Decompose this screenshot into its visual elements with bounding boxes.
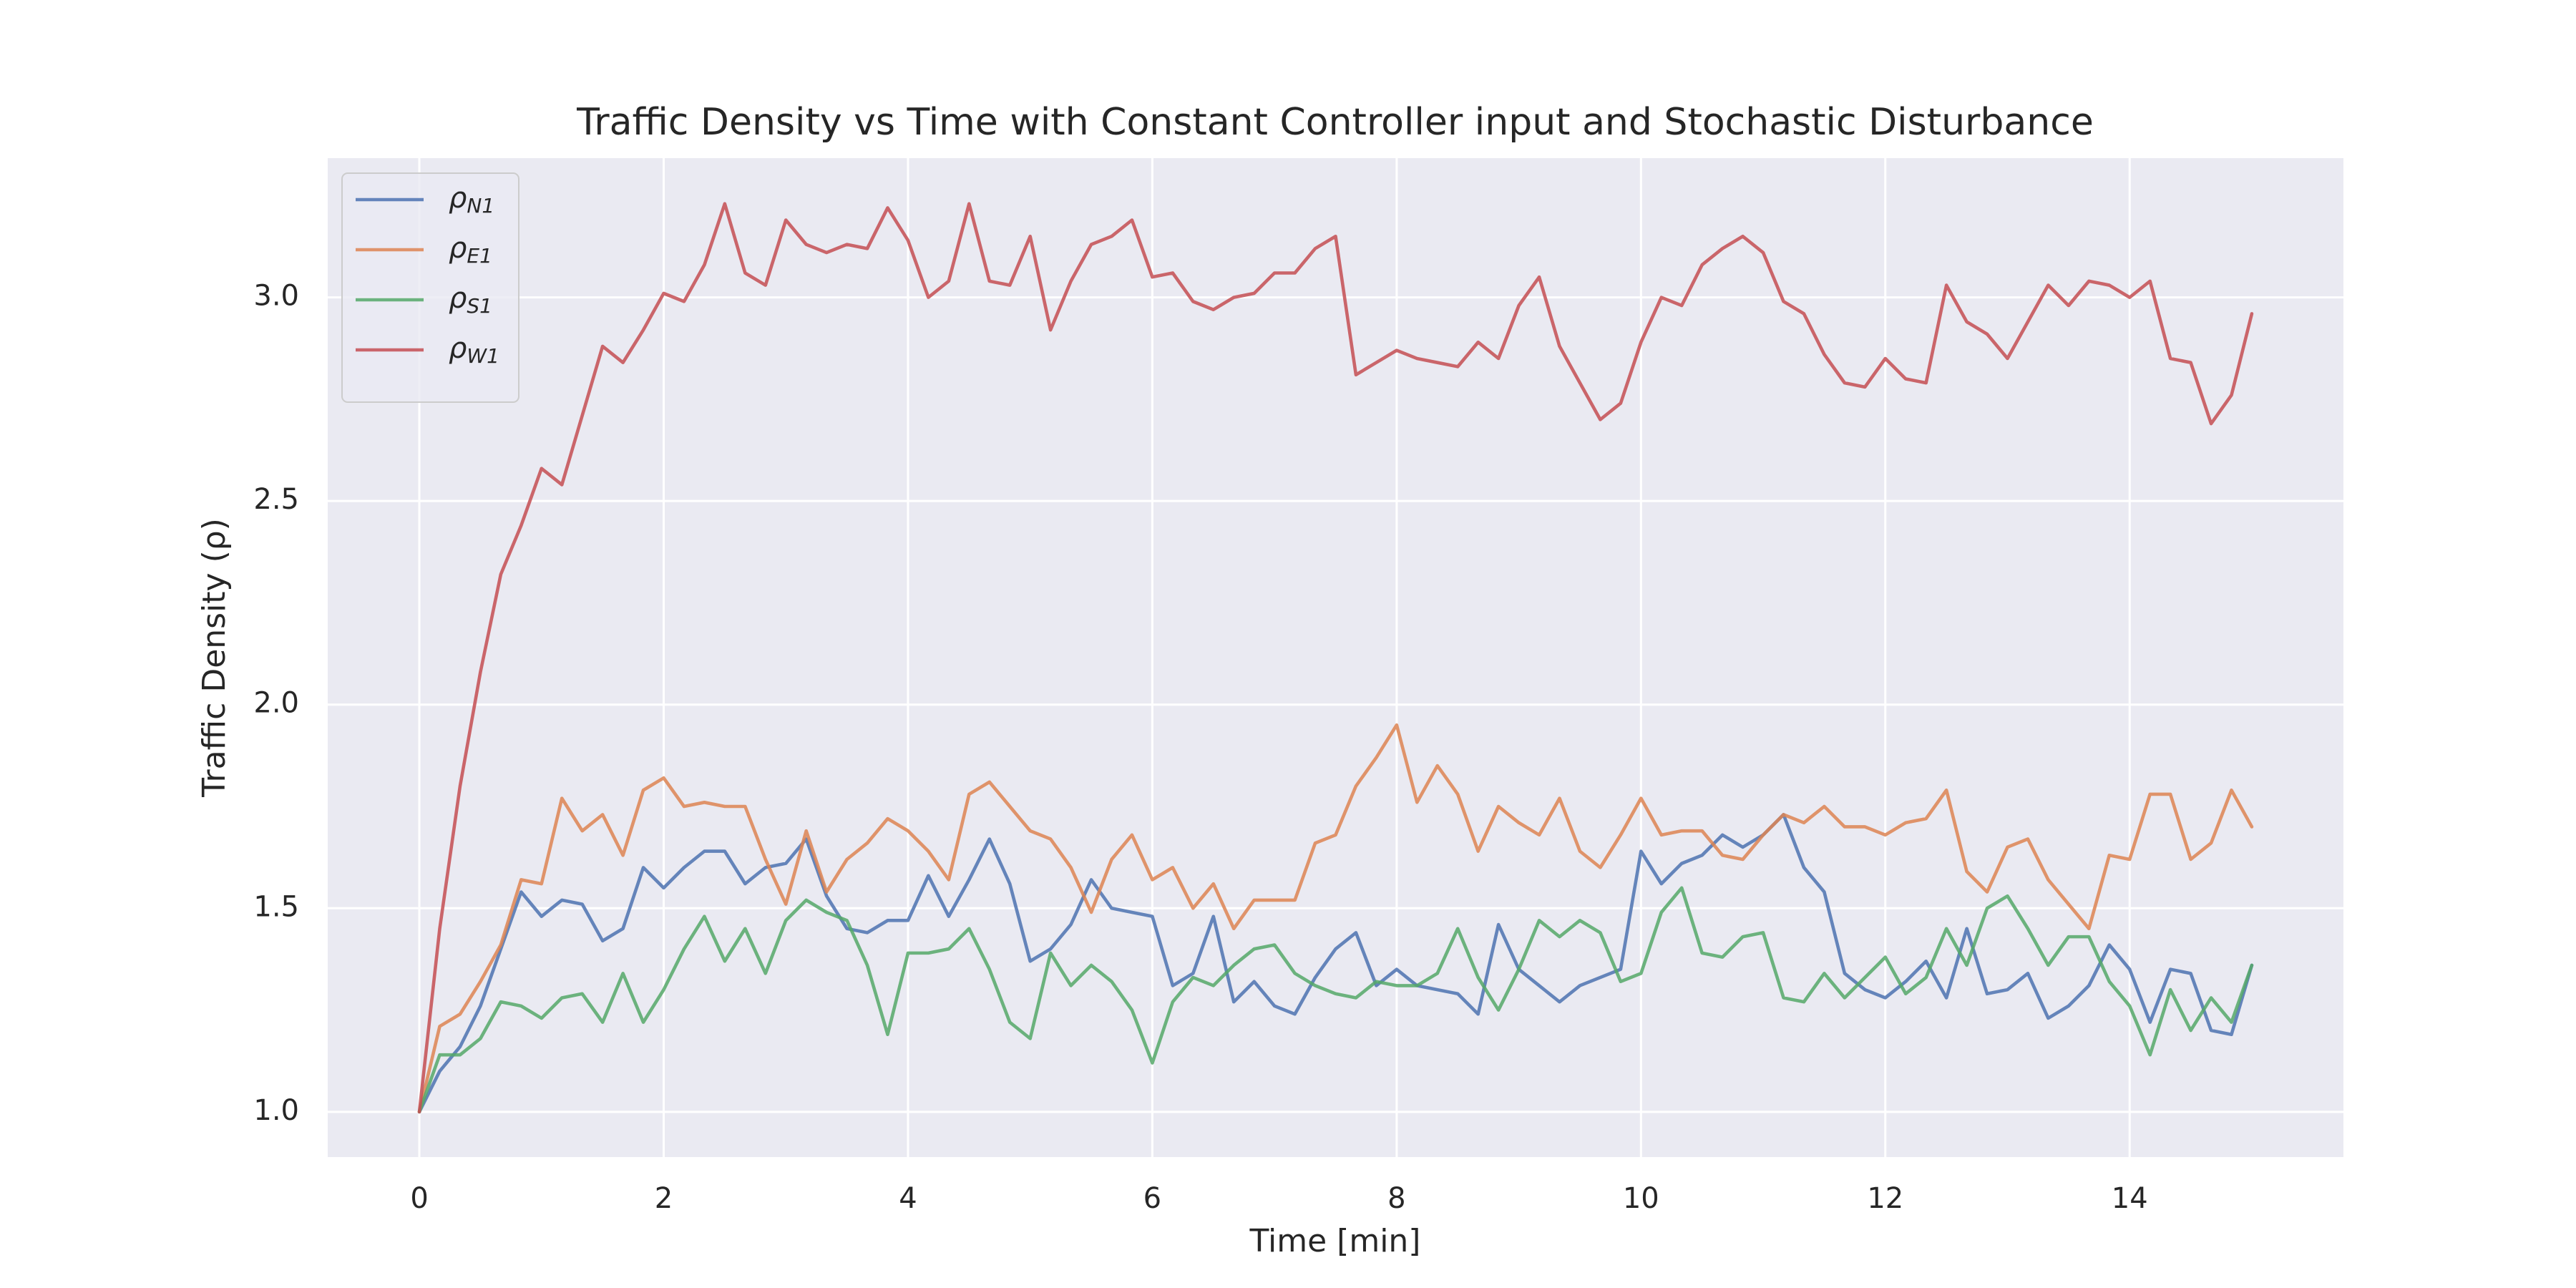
x-tick-label: 6: [1143, 1182, 1161, 1215]
x-tick-label: 8: [1387, 1182, 1405, 1215]
legend-label: ρE1: [449, 232, 492, 268]
y-tick-label: 1.5: [253, 890, 299, 923]
plot-area: [328, 158, 2343, 1157]
x-tick-label: 10: [1623, 1182, 1659, 1215]
y-tick-label: 1.0: [253, 1094, 299, 1127]
legend-box: [341, 172, 519, 403]
legend-label: ρN1: [449, 182, 494, 218]
grid: [328, 158, 2343, 1157]
y-tick-label: 3.0: [253, 280, 299, 313]
y-axis-label: Traffic Density (ρ): [196, 518, 233, 798]
x-axis-label: Time [min]: [1249, 1223, 1421, 1259]
x-tick-label: 2: [655, 1182, 673, 1215]
series-line: [417, 813, 2254, 1114]
chart-title: Traffic Density vs Time with Constant Co…: [576, 101, 2094, 144]
y-tick-label: 2.0: [253, 687, 299, 720]
x-tick-label: 14: [2112, 1182, 2148, 1215]
series-line: [417, 723, 2254, 1114]
legend: ρN1 ρE1 ρS1 ρW1: [341, 172, 519, 403]
x-tick-label: 4: [899, 1182, 917, 1215]
series-line: [417, 202, 2254, 1114]
legend-label: ρW1: [449, 332, 499, 368]
x-tick-label: 0: [410, 1182, 428, 1215]
legend-label: ρS1: [449, 282, 492, 318]
ticks: 0 2 4 6 8 10 12 14 1.0 1.5 2.0 2.5 3.0: [253, 280, 2147, 1215]
lines: [417, 202, 2254, 1114]
series-line: [417, 886, 2254, 1114]
x-tick-label: 12: [1867, 1182, 1903, 1215]
y-tick-label: 2.5: [253, 483, 299, 516]
